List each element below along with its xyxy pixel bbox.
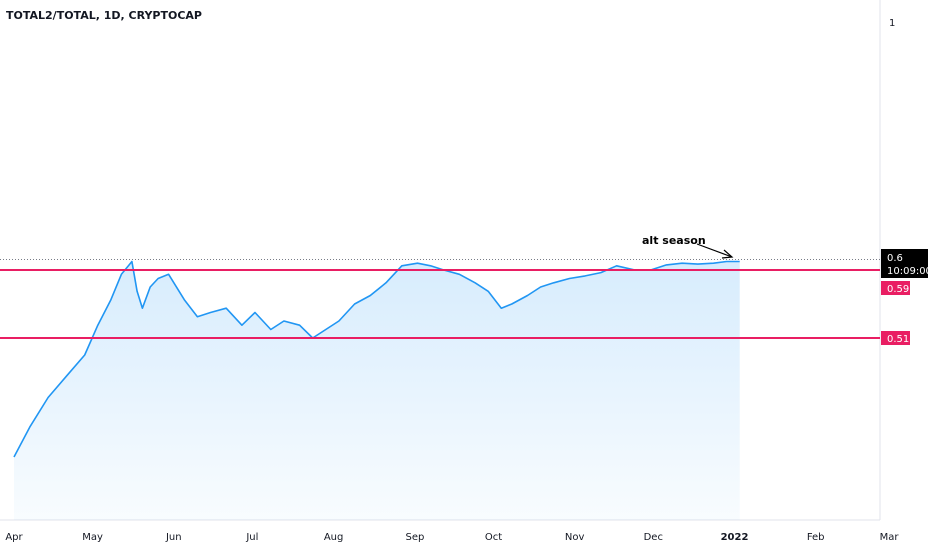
data-point (338, 320, 340, 322)
data-point (254, 312, 256, 314)
last-value-tag: 0.6 10:09:00 (881, 249, 932, 278)
data-point (325, 329, 327, 331)
data-point (713, 262, 715, 264)
x-tick-label: Apr (5, 532, 23, 543)
data-point (120, 273, 122, 275)
data-point (417, 262, 419, 264)
data-point (385, 282, 387, 284)
data-point (726, 261, 728, 263)
line-tag-lower: 0.51 (881, 331, 910, 345)
data-point (210, 312, 212, 314)
data-point (401, 265, 403, 267)
chart-title: TOTAL2/TOTAL, 1D, CRYPTOCAP (6, 9, 202, 22)
data-point (299, 324, 301, 326)
last-value-tag-bg (881, 249, 928, 278)
annotation-arrow-line (696, 243, 733, 258)
data-point (168, 273, 170, 275)
data-point (84, 354, 86, 356)
data-point (283, 320, 285, 322)
time-axis[interactable]: Apr May Jun Jul Aug Sep Oct Nov Dec 2022 Feb Mar (5, 532, 899, 543)
line-tag-lower-text: 0.51 (887, 334, 909, 345)
data-point (110, 299, 112, 301)
x-tick-label: Aug (324, 532, 344, 543)
last-value-text: 0.6 (887, 253, 903, 264)
annotation: alt season (642, 234, 734, 259)
data-point (553, 282, 555, 284)
x-tick-label: Jun (165, 532, 182, 543)
x-tick-label: Oct (485, 532, 502, 543)
data-point (584, 275, 586, 277)
data-point (183, 299, 185, 301)
data-point (458, 273, 460, 275)
series-area (14, 261, 740, 520)
data-point (270, 329, 272, 331)
x-tick-label: Sep (405, 532, 424, 543)
line-tag-upper: 0.59 (881, 281, 910, 295)
data-point (487, 290, 489, 292)
x-tick-label: 2022 (721, 532, 749, 543)
line-tag-upper-text: 0.59 (887, 284, 909, 295)
data-point (511, 303, 513, 305)
x-tick-label: Mar (880, 532, 900, 543)
data-point (136, 290, 138, 292)
data-point (600, 272, 602, 274)
data-point (568, 278, 570, 280)
data-point (241, 324, 243, 326)
countdown-text: 10:09:00 (887, 266, 932, 277)
data-point (616, 265, 618, 267)
series-layer (13, 260, 741, 520)
x-tick-label: May (82, 532, 103, 543)
annotation-arrow-head-icon (721, 249, 734, 259)
data-point (369, 295, 371, 297)
data-point (157, 278, 159, 280)
data-point (739, 261, 741, 263)
data-point (430, 265, 432, 267)
data-point (97, 324, 99, 326)
data-point (225, 307, 227, 309)
line-tag-upper-bg (881, 281, 910, 295)
data-point (527, 295, 529, 297)
horizontal-lines (0, 269, 880, 339)
data-point (354, 303, 356, 305)
data-point (681, 262, 683, 264)
data-point (13, 456, 15, 458)
x-tick-label: Dec (644, 532, 663, 543)
data-point (65, 375, 67, 377)
data-point (500, 307, 502, 309)
x-tick-label: Nov (565, 532, 585, 543)
annotation-text: alt season (642, 234, 706, 247)
data-point (47, 397, 49, 399)
line-tag-lower-bg (881, 331, 910, 345)
data-point (196, 316, 198, 318)
data-point (697, 263, 699, 265)
data-point (131, 261, 133, 263)
x-tick-label: Feb (807, 532, 825, 543)
data-point (665, 264, 667, 266)
data-point (474, 282, 476, 284)
price-axis-top-label: 1 (889, 18, 895, 29)
data-point (141, 307, 143, 309)
data-point (149, 286, 151, 288)
data-point (29, 426, 31, 428)
x-tick-label: Jul (245, 532, 258, 543)
data-point (540, 286, 542, 288)
